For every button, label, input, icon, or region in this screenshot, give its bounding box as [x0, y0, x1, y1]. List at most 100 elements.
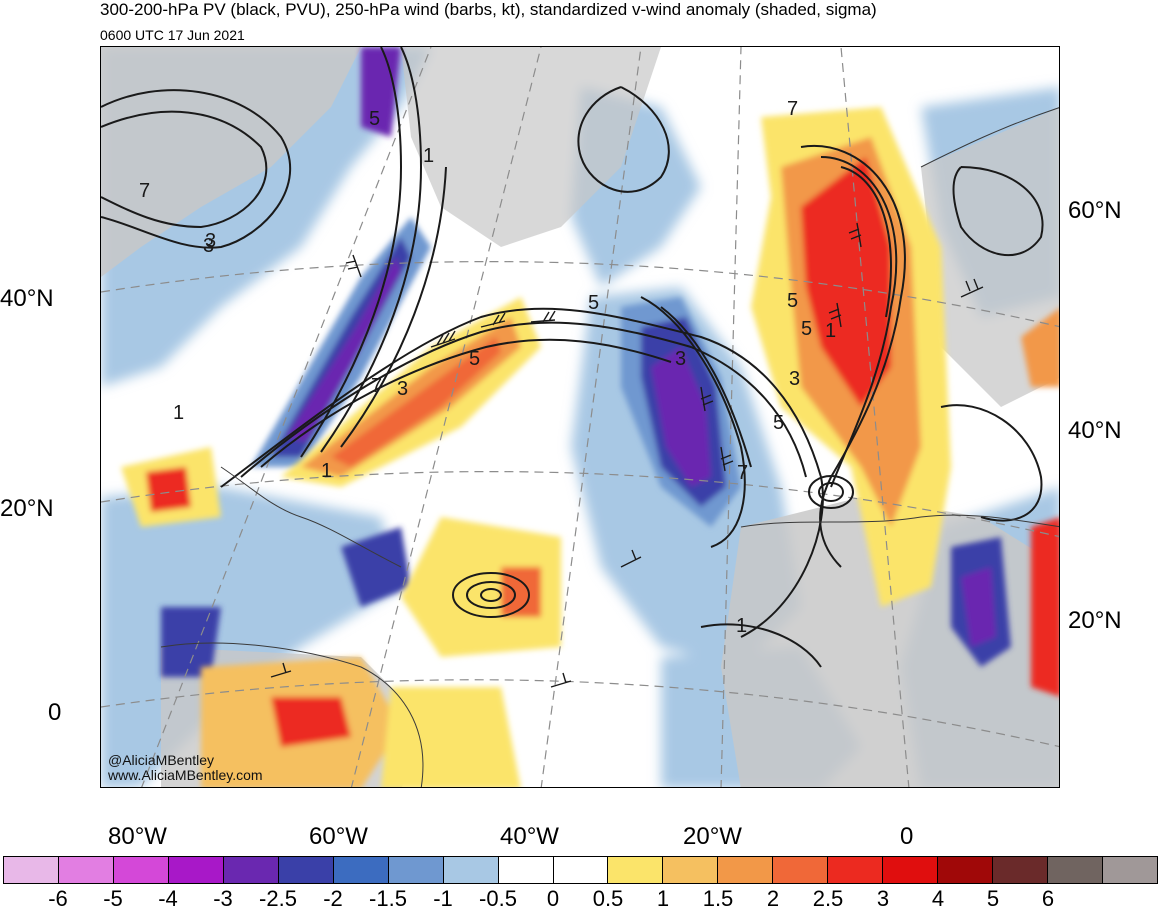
lat-label-right: 20°N	[1068, 607, 1122, 634]
ridge-atlantic-core	[331, 337, 501, 467]
colorbar-swatch	[663, 857, 719, 883]
pv-contour	[101, 110, 268, 229]
colorbar-level-label: -3	[213, 886, 233, 911]
wind-barb	[828, 302, 842, 328]
contour-label: 7	[139, 180, 150, 202]
contour-label: 1	[321, 460, 332, 482]
lon-label: 80°W	[108, 823, 167, 850]
colorbar-swatch	[4, 857, 59, 883]
colorbar-level-label: 2	[766, 886, 780, 911]
colorbar-level-label: -4	[158, 886, 178, 911]
trough-north-core	[361, 47, 401, 137]
contour-label: 5	[773, 412, 784, 434]
contour-label: 7	[371, 375, 382, 397]
colorbar-level-label: 1	[656, 886, 670, 911]
map-title: 300-200-hPa PV (black, PVU), 250-hPa win…	[100, 0, 877, 19]
pv-cutoff-low	[818, 482, 844, 502]
wind-barb	[720, 446, 734, 472]
wind-barbs	[270, 222, 984, 688]
pv-contour	[640, 296, 746, 548]
wind-barb	[620, 549, 642, 568]
map-valid-time: 0600 UTC 17 Jun 2021	[100, 27, 245, 43]
pv-contour	[660, 306, 752, 468]
wind-barb	[848, 222, 862, 248]
graticule-lat-40n	[101, 260, 1059, 328]
lat-label-left: 40°N	[0, 285, 54, 312]
colorbar-swatch	[168, 857, 224, 883]
contour-label: 5	[469, 348, 480, 370]
wind-barb	[700, 386, 714, 412]
colorbar-level-label: 0	[546, 886, 560, 911]
pv-contour	[340, 166, 447, 448]
colorbar-swatch	[388, 857, 444, 883]
pv-contour	[101, 89, 292, 249]
colorbar-level-label: 3	[876, 886, 890, 911]
colorbar-swatch	[278, 857, 334, 883]
graticule-lat-20n	[101, 470, 1059, 538]
pv-contour	[820, 156, 898, 488]
colorbar-swatch	[773, 857, 829, 883]
credit-handle: @AliciaMBentley	[108, 752, 215, 768]
pv-contour	[320, 47, 423, 453]
lon-label: 40°W	[500, 823, 559, 850]
colorbar-level-label: 1.5	[702, 886, 734, 911]
wind-barb	[530, 310, 556, 323]
colorbar-level-label: -2	[323, 886, 343, 911]
pv-cutoff-low	[808, 475, 854, 509]
colorbar-swatch	[993, 857, 1049, 883]
colorbar-level-label: -0.5	[479, 886, 517, 911]
colorbar-level-label: 5	[986, 886, 1000, 911]
lat-label-right: 40°N	[1068, 417, 1122, 444]
lat-label-left: 20°N	[0, 495, 54, 522]
colorbar-swatch	[58, 857, 114, 883]
wind-barb	[480, 312, 506, 328]
contour-label: 3	[205, 230, 216, 252]
coastline	[920, 107, 1059, 168]
colorbar-swatch	[1048, 857, 1104, 883]
colorbar-swatch	[883, 857, 939, 883]
contour-label: 1	[423, 145, 434, 167]
ridge-gulf-core	[146, 467, 191, 512]
pv-contour	[800, 144, 906, 568]
contour-label: 3	[675, 348, 686, 370]
colorbar-level-label: 0.5	[592, 886, 624, 911]
colorbar-swatch	[608, 857, 664, 883]
pv-cutoff-central	[466, 581, 516, 609]
pv-contour	[952, 166, 1044, 256]
map-svg: 5 7 1 3 5 7 5 3 1 5 7 3 5 3 1 1 3 5 7 1	[101, 47, 1059, 787]
colorbar-level-label: 6	[1041, 886, 1055, 911]
land-north-america	[101, 47, 361, 277]
map-panel: 5 7 1 3 5 7 5 3 1 5 7 3 5 3 1 1 3 5 7 1	[100, 46, 1060, 788]
ridge-east-core	[801, 157, 891, 407]
ridge-south-america-core	[271, 697, 351, 747]
ridge-south-central	[381, 687, 521, 787]
graticule-lon-80w	[141, 47, 432, 787]
colorbar-level-label: -5	[103, 886, 123, 911]
colorbar-swatch	[828, 857, 884, 883]
colorbar-level-label: -1	[433, 886, 453, 911]
positive-anomalies	[121, 107, 1059, 787]
wind-barb	[270, 662, 292, 678]
lon-label: 60°W	[309, 823, 368, 850]
colorbar-level-label: 4	[931, 886, 945, 911]
graticule-lon-20w	[720, 47, 742, 787]
pv-cutoff-central	[480, 588, 502, 602]
contour-label: 1	[825, 320, 836, 342]
colorbar-level-label: -2.5	[259, 886, 297, 911]
pv-contour	[840, 166, 892, 318]
colorbar-swatch	[938, 857, 994, 883]
pv-contour	[700, 623, 822, 668]
ridge-central-core	[501, 567, 541, 617]
contour-label: 3	[397, 378, 408, 400]
ridge-atlantic-mid	[301, 317, 521, 477]
colorbar	[3, 856, 1158, 884]
colorbar-swatch	[113, 857, 169, 883]
colorbar-swatch	[223, 857, 279, 883]
land-greenland	[401, 47, 661, 247]
lat-label-right: 60°N	[1068, 197, 1122, 224]
contour-label: 7	[787, 98, 798, 120]
contour-label: 7	[737, 462, 748, 484]
wind-barb	[550, 672, 572, 688]
trough-sw-core	[161, 607, 221, 677]
graticule-lat-0	[101, 679, 1059, 748]
